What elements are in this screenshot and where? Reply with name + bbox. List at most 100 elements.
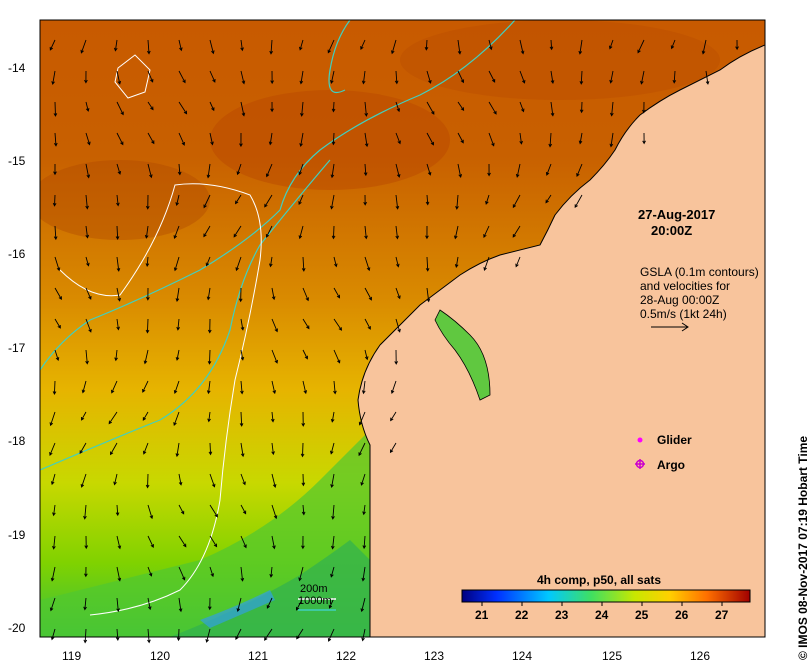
velocity-arrow	[271, 535, 276, 550]
velocity-arrow	[271, 318, 278, 333]
velocity-arrow	[300, 101, 304, 117]
velocity-arrow	[548, 132, 553, 148]
velocity-arrow	[113, 473, 118, 486]
velocity-arrow	[236, 163, 242, 176]
velocity-arrow	[147, 70, 154, 83]
velocity-arrow	[116, 101, 124, 116]
velocity-arrow	[49, 39, 56, 51]
contour-1000m	[40, 20, 516, 371]
velocity-arrow	[358, 442, 366, 457]
colorbar-ticks	[481, 602, 723, 606]
velocity-arrow	[178, 535, 187, 548]
velocity-arrow	[358, 411, 366, 426]
lat-tick: -16	[8, 247, 26, 261]
velocity-arrow	[295, 597, 304, 611]
velocity-arrow	[205, 256, 211, 267]
lon-tick: 124	[512, 649, 532, 663]
velocity-arrow	[331, 535, 335, 550]
velocity-arrow	[206, 163, 211, 179]
velocity-arrow	[147, 132, 155, 145]
velocity-arrow	[147, 628, 151, 644]
velocity-arrow	[203, 194, 211, 209]
velocity-arrow	[302, 380, 308, 395]
velocity-arrow	[488, 132, 495, 147]
velocity-arrow	[271, 380, 277, 395]
velocity-arrow	[426, 287, 431, 303]
velocity-arrow	[389, 442, 397, 454]
velocity-arrow	[116, 256, 121, 272]
velocity-arrow	[178, 132, 185, 146]
velocity-arrow	[209, 504, 218, 518]
velocity-arrow	[79, 442, 87, 455]
velocity-arrow	[270, 101, 274, 113]
velocity-arrow	[519, 39, 525, 55]
velocity-arrow	[735, 39, 739, 51]
velocity-arrow	[116, 318, 120, 331]
velocity-arrow	[239, 411, 244, 427]
velocity-arrow	[54, 287, 62, 301]
velocity-arrow	[178, 39, 183, 52]
velocity-arrow	[640, 70, 645, 85]
velocity-arrow	[269, 256, 273, 268]
velocity-arrow	[395, 287, 401, 300]
velocity-arrow	[519, 132, 523, 145]
velocity-arrow	[395, 318, 401, 333]
velocity-arrow	[360, 39, 366, 50]
velocity-arrow	[116, 132, 124, 146]
velocity-arrow	[240, 473, 246, 486]
velocity-arrow	[209, 473, 216, 488]
velocity-arrow	[390, 380, 397, 394]
velocity-arrow	[269, 566, 274, 578]
lat-tick: -17	[8, 341, 26, 355]
velocity-arrow	[363, 163, 368, 177]
velocity-arrow	[116, 597, 120, 613]
velocity-arrow	[54, 256, 61, 272]
velocity-arrow	[576, 163, 583, 177]
velocity-arrow	[270, 70, 274, 85]
velocity-arrow	[271, 287, 276, 301]
velocity-arrow	[81, 380, 87, 394]
velocity-arrow	[364, 349, 369, 361]
velocity-arrow	[85, 163, 91, 179]
velocity-arrow	[175, 194, 180, 207]
velocity-arrow	[240, 442, 245, 458]
velocity-arrow	[395, 194, 400, 210]
velocity-arrow	[110, 442, 118, 456]
velocity-arrow	[330, 442, 335, 455]
velocity-arrow	[116, 566, 122, 582]
velocity-arrow	[425, 256, 430, 272]
velocity-arrow	[114, 349, 118, 362]
australia-landmass	[357, 20, 765, 637]
velocity-arrow	[331, 132, 336, 146]
velocity-arrow	[265, 225, 273, 238]
velocity-arrow	[240, 535, 247, 549]
colorbar	[461, 589, 751, 603]
velocity-arrow	[207, 597, 212, 611]
velocity-arrow	[115, 504, 120, 517]
velocity-arrow	[85, 101, 90, 112]
velocity-arrow	[239, 132, 243, 148]
velocity-arrow	[175, 442, 180, 458]
velocity-arrow	[298, 566, 304, 582]
velocity-arrow	[53, 101, 58, 117]
velocity-arrow	[176, 628, 181, 642]
velocity-arrow	[178, 504, 185, 515]
velocity-arrow	[578, 39, 583, 55]
colorbar-labels: 21 22 23 24 25 26 27	[475, 608, 729, 622]
velocity-arrow	[209, 70, 216, 83]
velocity-arrow	[333, 287, 341, 299]
velocity-arrow	[298, 225, 304, 240]
velocity-arrow	[610, 101, 614, 117]
velocity-arrow	[206, 380, 211, 395]
velocity-arrow	[53, 163, 57, 176]
date-label: 27-Aug-2017	[638, 207, 716, 222]
velocity-arrow	[457, 132, 464, 144]
velocity-arrow	[361, 628, 366, 642]
velocity-arrow	[52, 380, 57, 395]
velocity-arrow	[426, 70, 432, 84]
velocity-arrow	[519, 101, 525, 113]
velocity-arrow	[268, 132, 273, 146]
lon-tick: 125	[602, 649, 622, 663]
velocity-arrow	[485, 194, 490, 205]
